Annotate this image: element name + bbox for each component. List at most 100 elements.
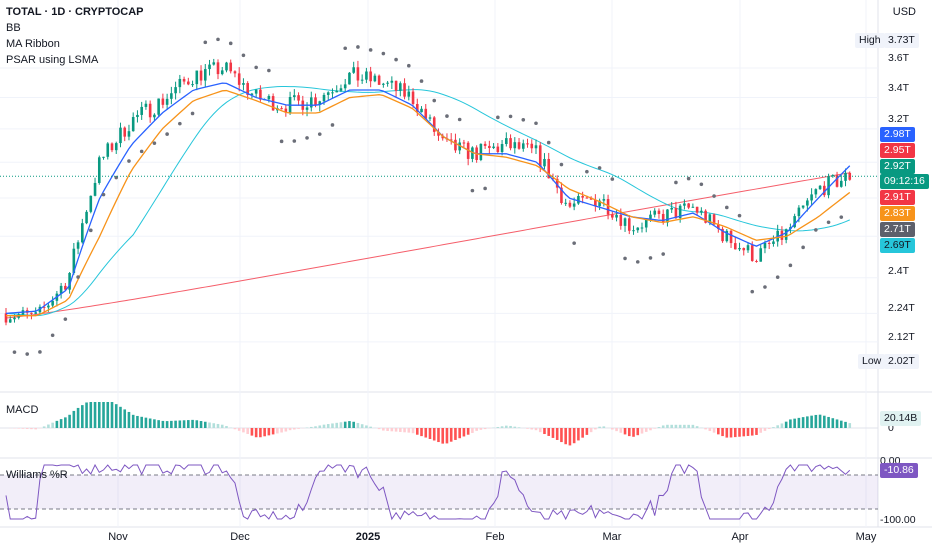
- indicator-ma-ribbon-label[interactable]: MA Ribbon: [6, 38, 60, 50]
- macd-histogram-bar: [742, 428, 746, 437]
- macd-histogram-bar: [284, 428, 288, 432]
- macd-histogram-bar: [47, 424, 50, 428]
- candle-body: [488, 145, 491, 149]
- macd-label[interactable]: MACD: [6, 404, 39, 416]
- macd-histogram-bar: [225, 426, 228, 428]
- macd-histogram-bar: [382, 428, 385, 431]
- macd-histogram-bar: [216, 423, 220, 428]
- price-tick: 2.12T: [888, 331, 915, 343]
- candle-body: [403, 83, 406, 97]
- macd-histogram-bar: [386, 428, 389, 431]
- macd-histogram-bar: [683, 424, 686, 428]
- macd-histogram-bar: [627, 428, 631, 437]
- candle-body: [369, 71, 372, 82]
- psar-dot: [317, 132, 322, 136]
- candle-body: [216, 62, 220, 75]
- macd-histogram-bar: [793, 418, 796, 428]
- candle-body: [564, 202, 567, 204]
- candle-body: [572, 203, 576, 207]
- macd-histogram-bar: [161, 420, 165, 428]
- candle-body: [140, 106, 143, 115]
- macd-histogram-bar: [619, 428, 623, 433]
- candle-body: [237, 73, 241, 85]
- candle-body: [293, 95, 296, 98]
- candle-body: [68, 273, 71, 290]
- candle-body: [755, 260, 758, 262]
- candle-body: [411, 91, 415, 105]
- candle-body: [627, 218, 631, 231]
- macd-histogram-bar: [759, 428, 763, 433]
- candle-body: [759, 248, 763, 262]
- candle-body: [212, 62, 216, 65]
- macd-histogram-bar: [848, 423, 852, 428]
- macd-histogram-bar: [293, 428, 296, 430]
- price-tick: 2.4T: [888, 265, 910, 277]
- candle-body: [551, 178, 555, 180]
- candle-body: [30, 312, 33, 314]
- candle-body: [182, 78, 186, 82]
- candle-body: [784, 229, 788, 240]
- ma-tag: 2.95T: [880, 143, 915, 158]
- macd-histogram-bar: [394, 428, 398, 432]
- candle-body: [691, 206, 695, 208]
- macd-histogram-bar: [174, 420, 177, 428]
- currency-label[interactable]: USD: [892, 6, 916, 18]
- candle-body: [644, 218, 648, 228]
- candle-body: [763, 242, 767, 249]
- indicator-psar-label[interactable]: PSAR using LSMA: [6, 54, 99, 66]
- macd-histogram-bar: [839, 420, 843, 428]
- candle-body: [365, 71, 368, 80]
- candle-body: [97, 157, 101, 183]
- candle-body: [246, 83, 249, 95]
- candle-body: [131, 117, 135, 132]
- macd-histogram-bar: [267, 428, 271, 436]
- macd-histogram-bar: [462, 428, 466, 437]
- candle-body: [632, 230, 635, 232]
- macd-histogram-bar: [127, 411, 131, 428]
- candle-body: [806, 200, 809, 206]
- psar-dot: [368, 48, 373, 52]
- macd-histogram-bar: [403, 428, 406, 433]
- macd-histogram-bar: [377, 428, 381, 430]
- macd-histogram-bar: [415, 428, 419, 435]
- psar-dot: [445, 114, 449, 118]
- macd-histogram-bar: [59, 419, 63, 428]
- candle-body: [636, 227, 640, 231]
- macd-histogram-bar: [661, 425, 665, 428]
- macd-histogram-bar: [823, 415, 826, 428]
- candle-body: [424, 108, 428, 119]
- candle-body: [191, 84, 194, 86]
- candle-body: [560, 187, 563, 203]
- macd-histogram-bar: [140, 416, 143, 428]
- macd-histogram-bar: [534, 428, 538, 431]
- time-axis-label: May: [855, 531, 877, 543]
- macd-histogram-bar: [712, 428, 716, 433]
- psar-dot: [394, 57, 398, 62]
- psar-dot: [470, 188, 475, 193]
- candle-body: [695, 206, 699, 213]
- macd-histogram-bar: [352, 421, 355, 428]
- macd-histogram-bar: [288, 428, 292, 431]
- candle-body: [640, 227, 644, 229]
- macd-histogram-bar: [233, 428, 237, 430]
- last-price-tag: 2.92T: [880, 159, 915, 174]
- macd-histogram-bar: [649, 428, 652, 431]
- psar-dot: [534, 121, 538, 126]
- candle-body: [653, 210, 657, 215]
- macd-histogram-bar: [818, 414, 822, 428]
- psar-dot: [12, 350, 17, 354]
- symbol-title[interactable]: TOTAL · 1D · CRYPTOCAP: [6, 6, 144, 18]
- macd-histogram-bar: [369, 426, 372, 428]
- candle-body: [280, 108, 283, 110]
- candle-body: [530, 143, 534, 149]
- candle-body: [326, 92, 330, 95]
- macd-histogram-bar: [297, 428, 300, 429]
- ma-cyan-tag: 2.69T: [880, 238, 915, 253]
- candle-body: [712, 214, 716, 225]
- williams-label[interactable]: Williams %R: [6, 469, 68, 481]
- candle-body: [462, 142, 466, 144]
- price-tick: 3.2T: [888, 113, 910, 125]
- candle-body: [733, 243, 737, 250]
- indicator-bb-label[interactable]: BB: [6, 22, 21, 34]
